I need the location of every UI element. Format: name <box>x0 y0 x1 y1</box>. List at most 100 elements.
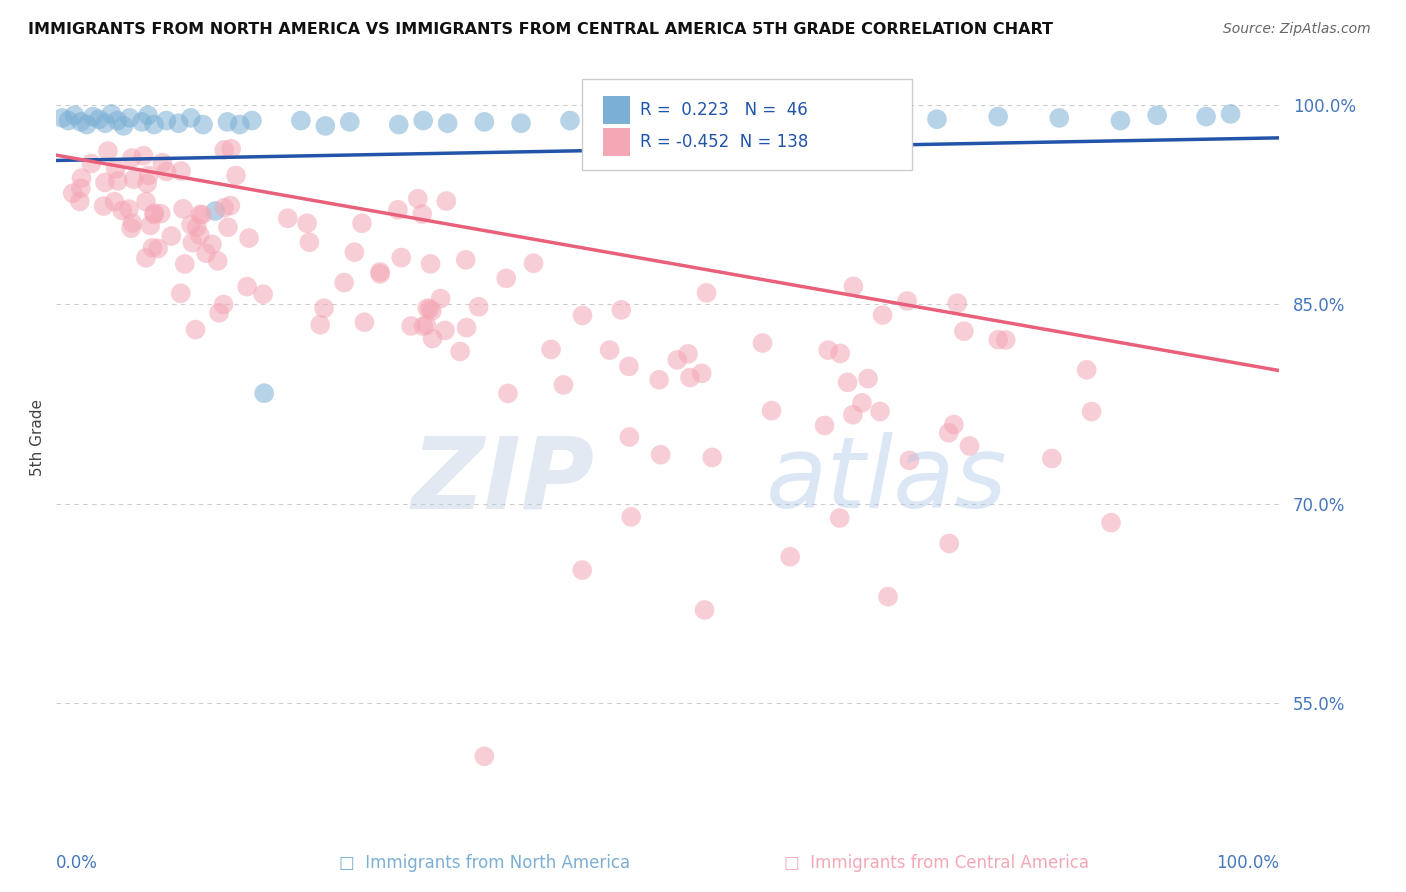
Point <box>938 536 960 550</box>
Point <box>111 203 134 218</box>
Point <box>135 251 157 265</box>
Point <box>238 231 260 245</box>
Bar <box>603 96 630 124</box>
Text: 0.0%: 0.0% <box>56 854 98 872</box>
Point <box>851 396 873 410</box>
Point <box>173 257 195 271</box>
Point <box>666 352 689 367</box>
Point <box>571 309 593 323</box>
Point <box>309 318 332 332</box>
Point <box>228 118 252 132</box>
FancyBboxPatch shape <box>582 78 912 170</box>
Point <box>942 417 965 432</box>
Point <box>70 171 93 186</box>
Point <box>219 198 242 212</box>
Point <box>314 119 336 133</box>
Point <box>107 174 129 188</box>
Point <box>856 371 879 385</box>
Point <box>172 202 194 216</box>
Point <box>617 359 640 374</box>
Point <box>212 201 235 215</box>
Text: atlas: atlas <box>766 433 1007 530</box>
Point <box>676 347 699 361</box>
Point <box>181 235 204 250</box>
Point <box>467 300 489 314</box>
Point <box>837 376 859 390</box>
Point <box>152 155 174 169</box>
Point <box>236 279 259 293</box>
Point <box>82 110 104 124</box>
Point <box>217 220 239 235</box>
Point <box>368 265 391 279</box>
Point <box>412 113 434 128</box>
Point <box>472 115 496 129</box>
Point <box>146 242 169 256</box>
Point <box>449 344 471 359</box>
Point <box>1047 111 1070 125</box>
Point <box>103 194 125 209</box>
Point <box>212 143 235 157</box>
Text: R =  0.223   N =  46: R = 0.223 N = 46 <box>640 101 807 120</box>
Point <box>994 333 1017 347</box>
Point <box>419 301 441 316</box>
Point <box>353 315 375 329</box>
Text: IMMIGRANTS FROM NORTH AMERICA VS IMMIGRANTS FROM CENTRAL AMERICA 5TH GRADE CORRE: IMMIGRANTS FROM NORTH AMERICA VS IMMIGRA… <box>28 22 1053 37</box>
Bar <box>603 128 630 156</box>
Point <box>143 208 166 222</box>
Point <box>51 111 73 125</box>
Point <box>416 301 439 316</box>
Point <box>76 118 98 132</box>
Point <box>219 142 242 156</box>
Point <box>188 227 211 242</box>
Point <box>454 252 477 267</box>
Point <box>429 292 451 306</box>
Point <box>107 113 129 128</box>
Point <box>610 302 633 317</box>
Point <box>122 172 145 186</box>
Point <box>607 115 630 129</box>
Point <box>761 403 783 417</box>
Point <box>803 113 825 128</box>
Point <box>298 235 321 250</box>
Point <box>312 301 335 316</box>
Point <box>277 211 299 226</box>
Point <box>191 118 214 132</box>
Point <box>599 343 621 357</box>
Point <box>436 116 458 130</box>
Point <box>571 563 593 577</box>
Text: □  Immigrants from North America: □ Immigrants from North America <box>339 854 630 872</box>
Point <box>135 194 157 209</box>
Point <box>679 370 702 384</box>
Point <box>112 119 135 133</box>
Point <box>817 343 839 358</box>
Point <box>434 194 457 208</box>
Text: □  Immigrants from Central America: □ Immigrants from Central America <box>785 854 1090 872</box>
Point <box>702 450 724 465</box>
Point <box>696 285 718 300</box>
Point <box>93 199 115 213</box>
Point <box>830 346 852 360</box>
Point <box>62 186 84 201</box>
Point <box>58 113 80 128</box>
Point <box>69 194 91 209</box>
Point <box>987 333 1010 347</box>
Point <box>938 425 960 440</box>
Point <box>104 161 127 176</box>
Point <box>620 509 643 524</box>
Point <box>94 176 117 190</box>
Point <box>657 112 679 127</box>
Point <box>553 378 575 392</box>
Point <box>510 116 533 130</box>
Point <box>388 118 411 132</box>
Point <box>121 151 143 165</box>
Point <box>1219 107 1241 121</box>
Point <box>946 296 969 310</box>
Point <box>120 221 142 235</box>
Point <box>472 749 496 764</box>
Point <box>184 323 207 337</box>
Point <box>1109 113 1132 128</box>
Point <box>953 324 976 338</box>
Point <box>100 107 122 121</box>
Point <box>97 144 120 158</box>
Point <box>389 251 412 265</box>
